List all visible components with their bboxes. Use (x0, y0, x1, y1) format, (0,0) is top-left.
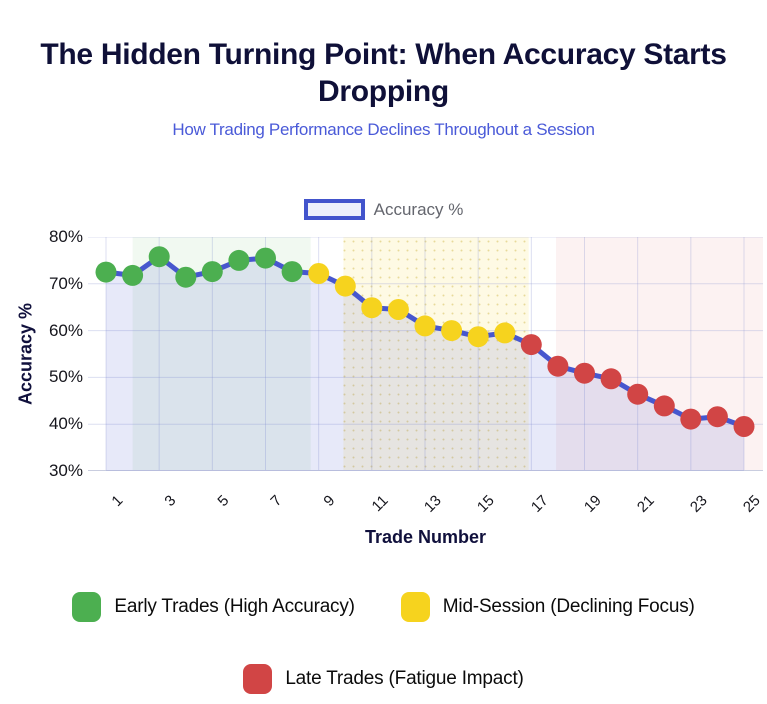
y-tick-label: 60% (48, 320, 83, 340)
x-tick-label: 7 (267, 492, 286, 510)
y-tick-label: 50% (48, 367, 83, 387)
data-point-trade-18[interactable] (547, 355, 569, 377)
plot-area[interactable] (88, 237, 763, 471)
data-point-trade-22[interactable] (653, 395, 675, 417)
series-legend[interactable]: Accuracy % (0, 199, 767, 220)
x-tick-label: 11 (368, 492, 392, 516)
legend-item-2[interactable]: Late Trades (Fatigue Impact) (243, 664, 524, 694)
x-axis-title: Trade Number (364, 527, 487, 547)
chart-legend-row: Early Trades (High Accuracy) Mid-Session … (0, 592, 767, 622)
line-chart-canvas[interactable] (88, 237, 763, 471)
x-tick-label: 19 (580, 492, 605, 516)
data-point-trade-2[interactable] (122, 264, 144, 286)
data-point-trade-23[interactable] (680, 408, 702, 430)
data-point-trade-6[interactable] (228, 249, 250, 271)
x-tick-label: 25 (740, 492, 765, 516)
legend-label-1: Mid-Session (Declining Focus) (442, 596, 695, 617)
data-point-trade-15[interactable] (467, 326, 489, 348)
data-point-trade-4[interactable] (175, 266, 197, 288)
data-point-trade-25[interactable] (733, 416, 755, 437)
x-tick-label: 23 (687, 492, 711, 516)
y-tick-label: 80% (48, 227, 83, 246)
data-point-trade-12[interactable] (387, 299, 409, 320)
data-point-trade-11[interactable] (361, 297, 383, 319)
y-tick-label: 30% (48, 461, 83, 480)
phase-band-2 (556, 237, 763, 471)
legend-item-1[interactable]: Mid-Session (Declining Focus) (400, 592, 695, 622)
y-axis-title: Accuracy % (15, 302, 36, 406)
legend-swatch-0 (72, 592, 102, 622)
legend-label-0: Early Trades (High Accuracy) (114, 596, 355, 617)
data-point-trade-8[interactable] (281, 261, 303, 283)
series-area-fill (106, 256, 744, 471)
data-point-trade-16[interactable] (494, 322, 516, 344)
x-tick-label: 21 (633, 492, 658, 516)
legend-swatch-2 (243, 664, 273, 694)
chart-title: The Hidden Turning Point: When Accuracy … (40, 38, 727, 109)
chart-subtitle: How Trading Performance Declines Through… (172, 120, 595, 139)
data-point-trade-1[interactable] (95, 261, 117, 283)
series-legend-swatch (303, 199, 365, 220)
series-legend-label: Accuracy % (373, 199, 464, 219)
data-point-trade-14[interactable] (441, 320, 463, 342)
data-point-trade-20[interactable] (600, 368, 622, 390)
y-tick-label: 40% (48, 414, 83, 434)
x-tick-label: 9 (320, 492, 339, 510)
legend-item-0[interactable]: Early Trades (High Accuracy) (72, 592, 355, 622)
x-tick-label: 1 (108, 492, 127, 510)
x-tick-label: 13 (421, 492, 446, 516)
chart-legend-row: Late Trades (Fatigue Impact) (0, 664, 767, 694)
data-point-trade-9[interactable] (308, 263, 330, 284)
x-tick-label: 5 (214, 492, 233, 510)
data-point-trade-3[interactable] (148, 246, 170, 268)
legend-swatch-1 (400, 592, 430, 622)
data-point-trade-17[interactable] (520, 334, 542, 356)
data-point-trade-19[interactable] (574, 362, 595, 384)
data-point-trade-24[interactable] (706, 406, 728, 428)
legend-label-2: Late Trades (Fatigue Impact) (285, 668, 524, 689)
data-point-trade-13[interactable] (414, 315, 436, 337)
y-tick-label: 70% (48, 273, 83, 293)
data-point-trade-7[interactable] (255, 247, 276, 269)
phase-band-pattern-1 (343, 237, 529, 471)
data-point-trade-10[interactable] (334, 275, 356, 297)
x-tick-label: 3 (161, 492, 180, 510)
data-point-trade-5[interactable] (201, 261, 223, 283)
x-tick-label: 17 (527, 492, 552, 516)
data-point-trade-21[interactable] (627, 383, 649, 405)
x-tick-label: 15 (474, 492, 499, 516)
